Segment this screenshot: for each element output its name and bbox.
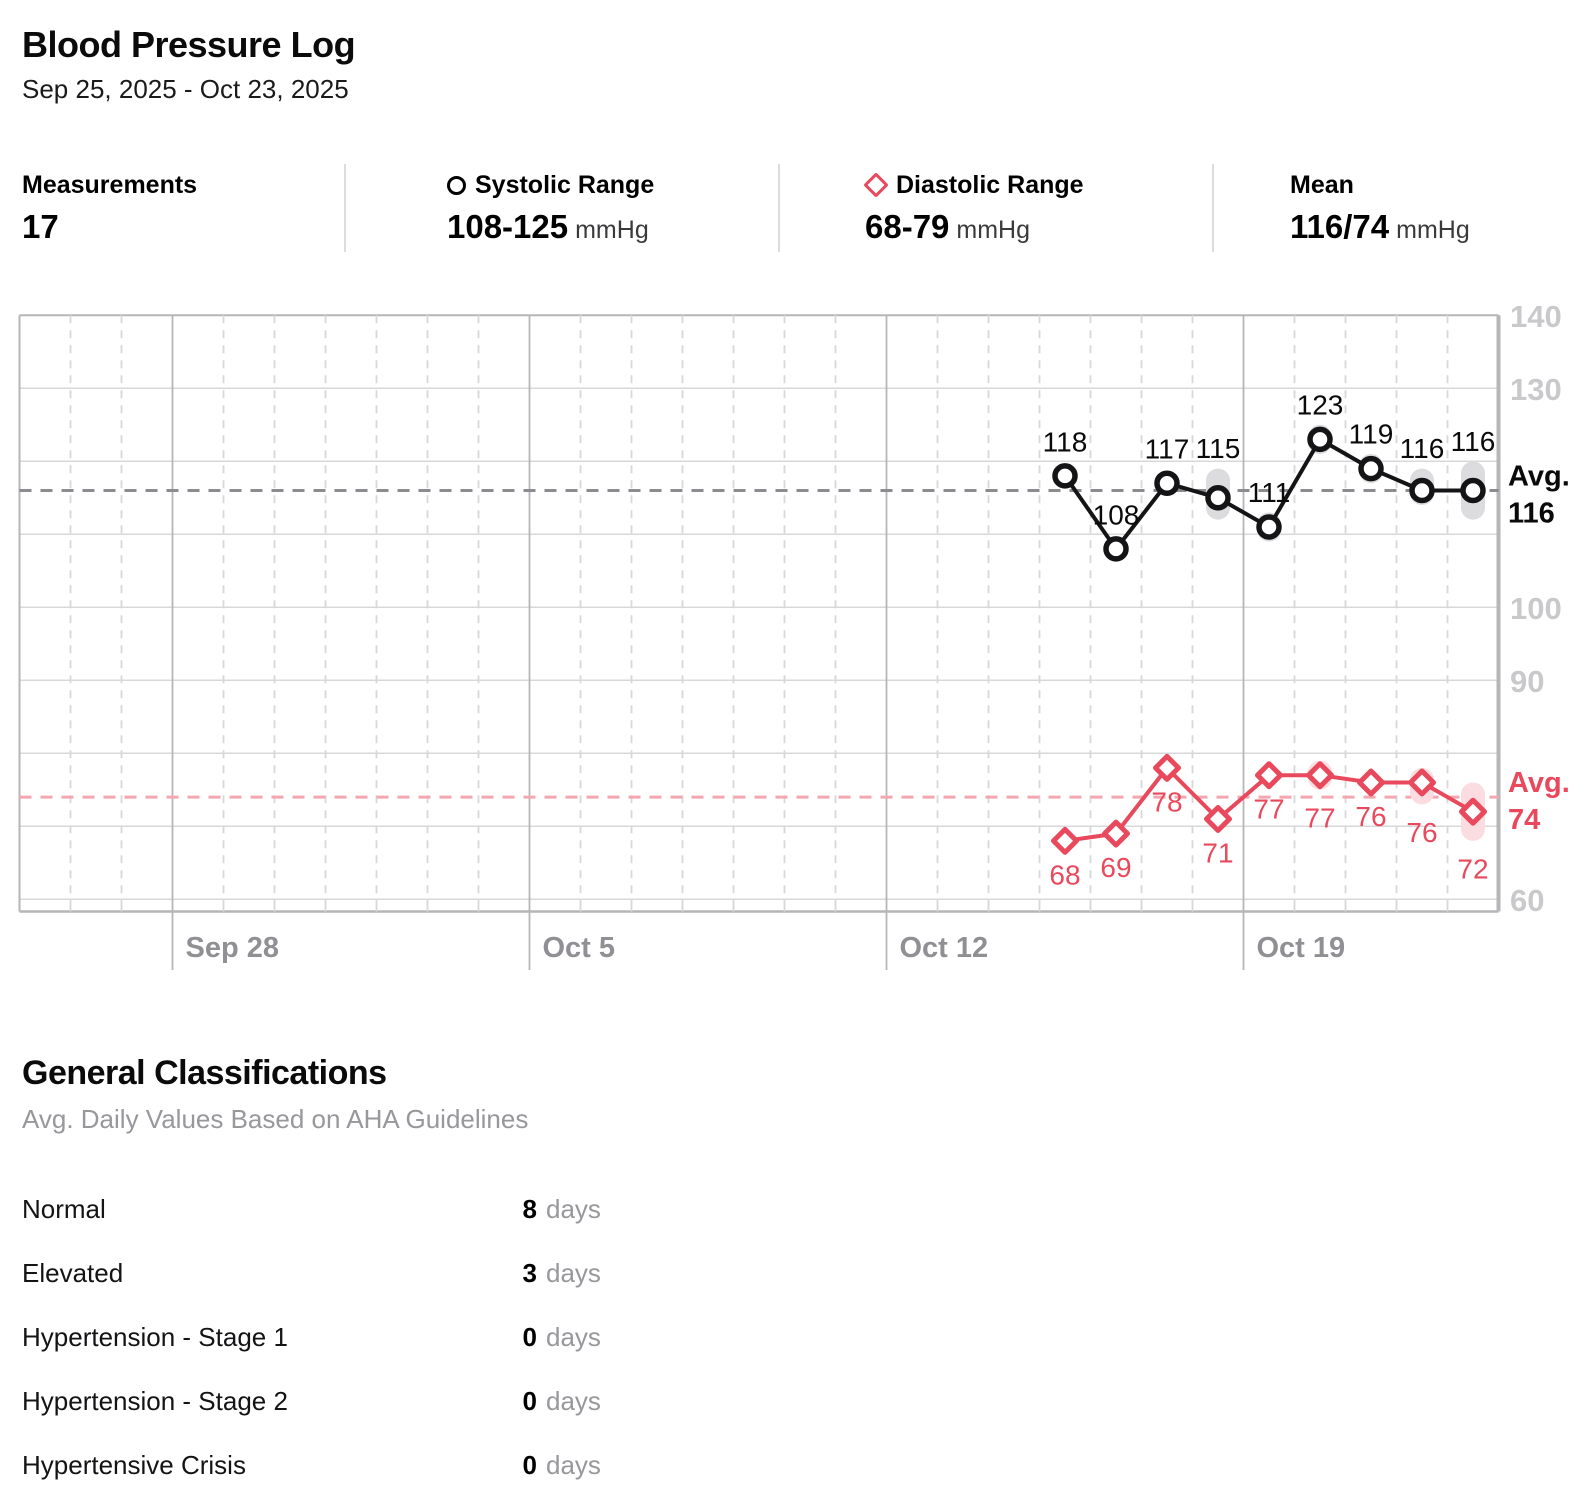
systolic-point[interactable] (1307, 426, 1333, 453)
stat-systolic-label: Systolic Range (475, 171, 655, 199)
diastolic-value-label: 68 (1049, 859, 1080, 890)
classification-value: 8 (522, 1193, 537, 1224)
x-axis-label: Oct 5 (543, 932, 616, 964)
stats-divider (778, 164, 780, 252)
classification-label: Normal (22, 1193, 106, 1224)
avg-value-systolic: 116 (1508, 498, 1555, 530)
diastolic-diamond-icon (863, 172, 889, 198)
classification-row-stage1: Hypertension - Stage 1 0 days (22, 1320, 662, 1354)
stat-mean: Mean 116/74 mmHg (1290, 170, 1470, 250)
stat-mean-unit: mmHg (1396, 216, 1470, 244)
systolic-point[interactable] (1460, 477, 1486, 504)
stat-mean-label: Mean (1290, 171, 1354, 199)
classification-value: 0 (522, 1321, 537, 1352)
classification-row-crisis: Hypertensive Crisis 0 days (22, 1448, 662, 1482)
stat-diastolic-unit: mmHg (956, 216, 1031, 244)
classification-label: Hypertension - Stage 2 (22, 1385, 288, 1416)
diastolic-value-label: 72 (1457, 853, 1488, 884)
systolic-point[interactable] (1103, 536, 1129, 562)
stat-diastolic-range: Diastolic Range 68-79 mmHg (863, 170, 1084, 250)
diastolic-value-label: 78 (1151, 786, 1182, 817)
classification-value: 0 (522, 1449, 537, 1480)
systolic-value-label: 111 (1248, 477, 1291, 508)
systolic-value-label: 108 (1093, 499, 1140, 530)
diastolic-point[interactable] (1357, 768, 1385, 797)
diastolic-value-label: 71 (1202, 838, 1233, 869)
diastolic-value-label: 77 (1304, 802, 1335, 833)
stat-systolic-value: 108-125 (447, 208, 569, 245)
y-axis-label: 60 (1510, 883, 1544, 918)
classification-value: 0 (522, 1385, 537, 1416)
y-axis-label: 90 (1510, 664, 1544, 699)
systolic-value-label: 118 (1043, 426, 1088, 457)
classification-unit: days (546, 1385, 601, 1416)
systolic-value-label: 119 (1349, 419, 1394, 450)
x-axis-label: Oct 12 (900, 932, 989, 964)
bp-chart: Sep 28 Oct 5 Oct 12 Oct 19 140 130 100 90 60 Avg.… (18, 299, 1570, 970)
y-axis-label: 140 (1510, 299, 1562, 334)
diastolic-point[interactable] (1102, 819, 1130, 848)
classification-label: Elevated (22, 1257, 124, 1288)
diastolic-value-label: 77 (1253, 794, 1284, 825)
classifications-subtitle: Avg. Daily Values Based on AHA Guideline… (22, 1104, 529, 1134)
date-range: Sep 25, 2025 - Oct 23, 2025 (22, 74, 349, 104)
classification-unit: days (546, 1257, 601, 1288)
diastolic-point[interactable] (1408, 768, 1436, 797)
avg-value-diastolic: 74 (1508, 804, 1540, 836)
diastolic-value-label: 76 (1406, 817, 1437, 848)
systolic-value-label: 123 (1297, 389, 1344, 420)
systolic-point[interactable] (1256, 514, 1282, 540)
systolic-point[interactable] (1052, 463, 1078, 489)
classifications-title: General Classifications (22, 1054, 387, 1092)
systolic-point[interactable] (1358, 455, 1384, 482)
systolic-value-label: 116 (1400, 433, 1445, 464)
classification-unit: days (546, 1449, 601, 1480)
systolic-value-label: 116 (1451, 426, 1496, 457)
avg-label-diastolic: Avg. (1508, 767, 1570, 799)
classification-label: Hypertensive Crisis (22, 1449, 246, 1480)
stat-measurements-value: 17 (22, 208, 59, 245)
classification-row-normal: Normal 8 days (22, 1192, 662, 1226)
systolic-circle-icon (447, 175, 466, 195)
stats-divider (344, 164, 346, 252)
x-axis-label: Sep 28 (186, 932, 280, 964)
systolic-value-label: 115 (1196, 433, 1241, 464)
classification-unit: days (546, 1193, 601, 1224)
stats-divider (1212, 164, 1214, 252)
systolic-point[interactable] (1154, 470, 1180, 496)
diastolic-point[interactable] (1255, 761, 1283, 790)
stat-measurements-label: Measurements (22, 171, 198, 199)
stat-systolic-range: Systolic Range 108-125 mmHg (447, 170, 654, 250)
classification-row-elevated: Elevated 3 days (22, 1256, 662, 1290)
x-axis-label: Oct 19 (1257, 932, 1346, 964)
diastolic-value-label: 69 (1100, 852, 1131, 883)
diastolic-point[interactable] (1153, 753, 1181, 782)
page-title: Blood Pressure Log (22, 24, 356, 65)
systolic-point[interactable] (1205, 485, 1231, 511)
classification-unit: days (546, 1321, 601, 1352)
systolic-value-label: 117 (1145, 434, 1190, 465)
classification-value: 3 (522, 1257, 537, 1288)
classification-label: Hypertension - Stage 1 (22, 1321, 288, 1352)
stat-diastolic-label: Diastolic Range (896, 171, 1084, 199)
systolic-point[interactable] (1409, 477, 1435, 504)
stat-diastolic-value: 68-79 (865, 208, 950, 245)
diastolic-point[interactable] (1204, 805, 1232, 833)
classification-row-stage2: Hypertension - Stage 2 0 days (22, 1384, 662, 1418)
y-axis-label: 130 (1510, 372, 1562, 407)
stat-measurements: Measurements 17 (22, 170, 197, 247)
stat-systolic-unit: mmHg (575, 216, 649, 244)
y-axis-label: 100 (1510, 591, 1562, 626)
avg-label-systolic: Avg. (1508, 461, 1570, 493)
diastolic-value-label: 76 (1355, 801, 1386, 832)
stat-mean-value: 116/74 (1290, 208, 1390, 245)
diastolic-point[interactable] (1459, 797, 1487, 826)
diastolic-point[interactable] (1306, 761, 1334, 790)
diastolic-point[interactable] (1051, 826, 1079, 855)
